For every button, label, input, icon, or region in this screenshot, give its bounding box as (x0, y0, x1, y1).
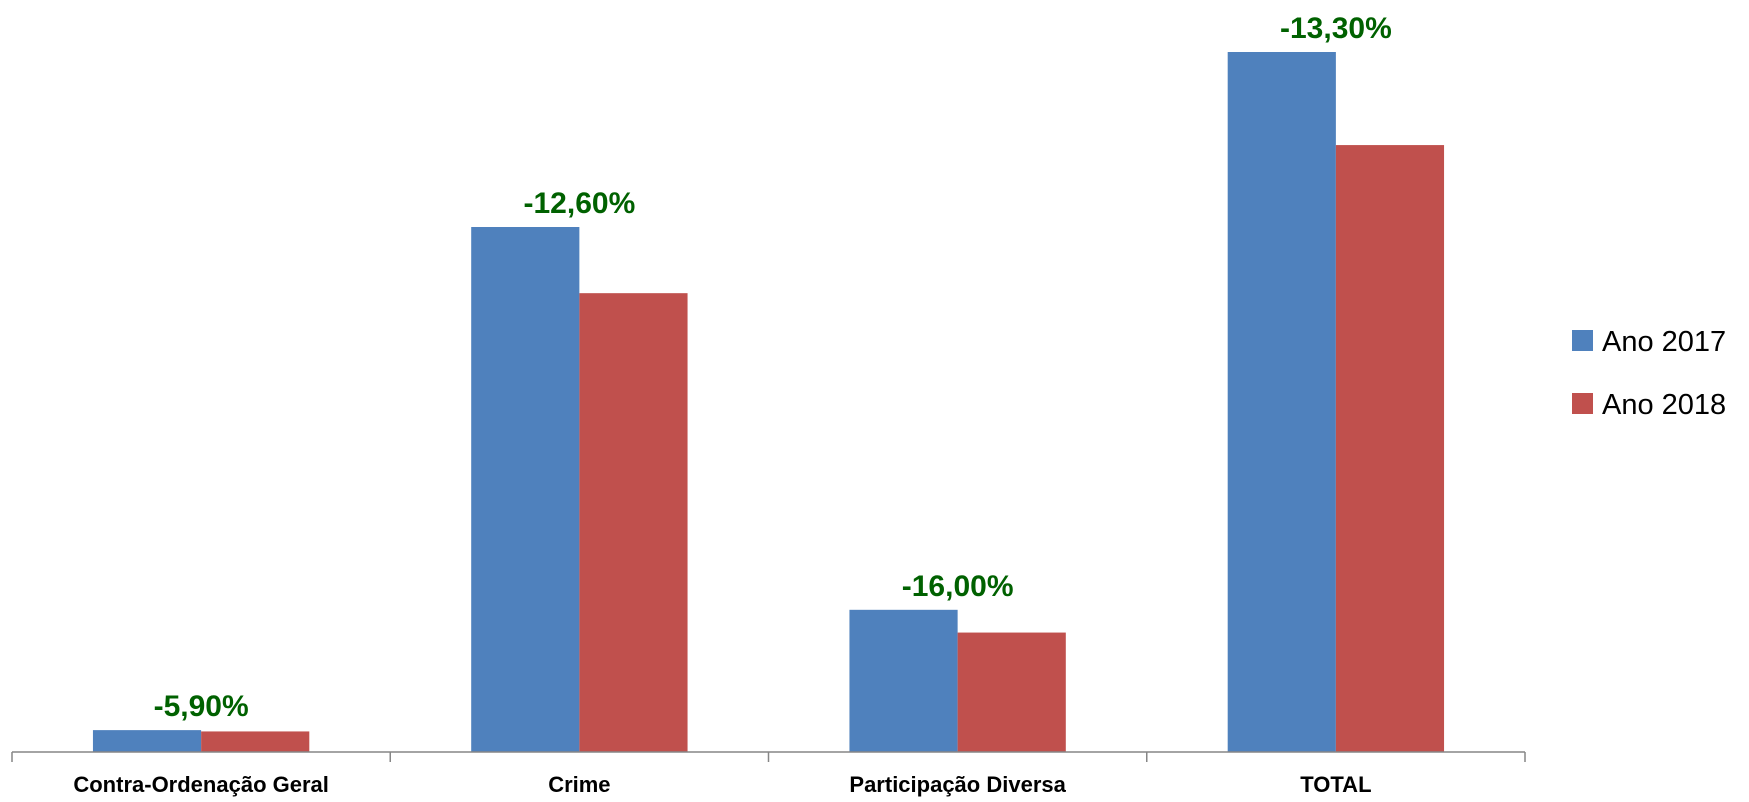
data-label-contra-ordenacao-geral: -5,90% (154, 690, 249, 723)
data-label-total: -13,30% (1280, 12, 1392, 45)
category-label-crime: Crime (548, 772, 610, 797)
legend: Ano 2017 Ano 2018 (1572, 326, 1726, 421)
category-labels: Contra-Ordenação Geral Crime Participação … (73, 772, 1371, 797)
x-axis-ticks (11, 752, 1526, 762)
legend-label-ano-2017: Ano 2017 (1602, 326, 1726, 358)
bars-layer (92, 52, 1445, 752)
category-label-total: TOTAL (1300, 772, 1371, 797)
category-label-participacao-diversa: Participação Diversa (849, 772, 1066, 797)
data-labels: -5,90% -12,60% -16,00% -13,30% (154, 12, 1392, 723)
bar-ano-2018-contra-ordenacao-geral (201, 731, 310, 752)
legend-swatch-ano-2018 (1572, 393, 1593, 414)
data-label-participacao-diversa: -16,00% (902, 570, 1014, 603)
bar-ano-2017-total (1227, 52, 1336, 752)
bar-ano-2018-participacao-diversa (957, 632, 1066, 752)
legend-swatch-ano-2017 (1572, 330, 1593, 351)
bar-ano-2017-crime (471, 227, 580, 752)
category-label-contra-ordenacao-geral: Contra-Ordenação Geral (73, 772, 329, 797)
bar-ano-2018-total (1335, 145, 1445, 752)
bar-ano-2018-crime (579, 293, 688, 752)
bar-ano-2017-participacao-diversa (849, 609, 958, 752)
bar-ano-2017-contra-ordenacao-geral (92, 730, 202, 752)
data-label-crime: -12,60% (524, 187, 636, 220)
legend-label-ano-2018: Ano 2018 (1602, 389, 1726, 421)
